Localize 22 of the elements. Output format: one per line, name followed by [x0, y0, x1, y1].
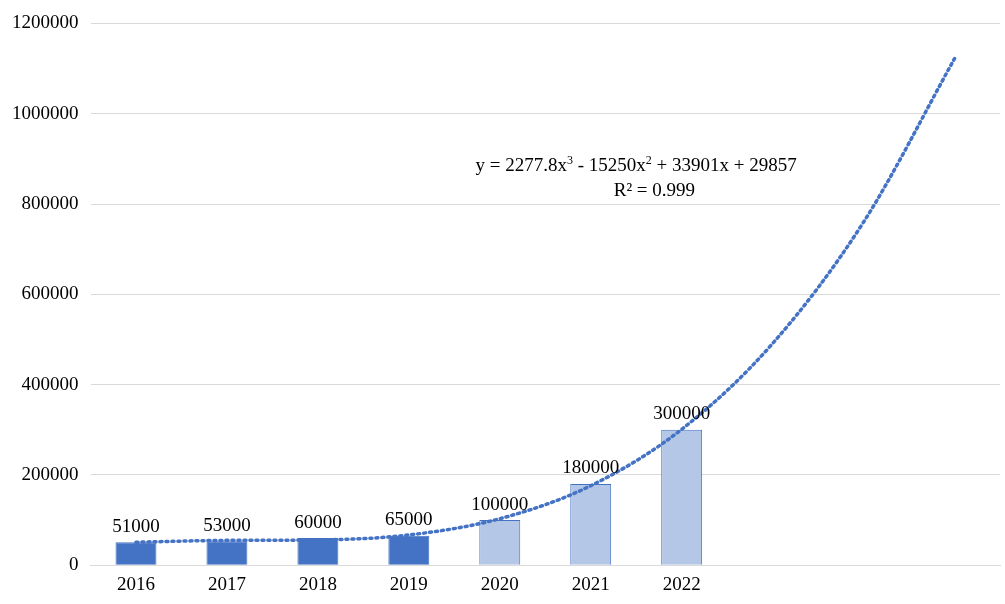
y-tick-label: 1200000	[12, 11, 79, 33]
data-label: 180000	[562, 456, 620, 478]
x-tick-label: 2018	[298, 572, 337, 594]
x-tick-label: 2022	[662, 572, 701, 594]
annotation: R² = 0.999	[613, 179, 696, 202]
data-label: 65000	[385, 508, 433, 530]
data-label: 60000	[294, 510, 342, 532]
x-tick-label: 2016	[116, 572, 155, 594]
y-tick-label: 800000	[21, 191, 79, 213]
x-tick-label: 2017	[207, 572, 246, 594]
y-tick-label: 200000	[21, 462, 79, 484]
data-label: 53000	[203, 513, 251, 535]
data-label: 100000	[471, 492, 529, 514]
x-tick-label: 2021	[571, 572, 610, 594]
y-tick-label: 400000	[21, 372, 79, 394]
y-tick-label: 600000	[21, 282, 79, 304]
x-tick-label: 2020	[480, 572, 519, 594]
data-label: 51000	[112, 514, 160, 536]
x-tick-label: 2019	[389, 572, 428, 594]
y-tick-label: 0	[69, 553, 79, 575]
annotation: y = 2277.8x$^{3}$ - 15250x$^{2}$ + 33901x + 29857	[475, 153, 797, 177]
y-tick-label: 1000000	[12, 101, 79, 123]
